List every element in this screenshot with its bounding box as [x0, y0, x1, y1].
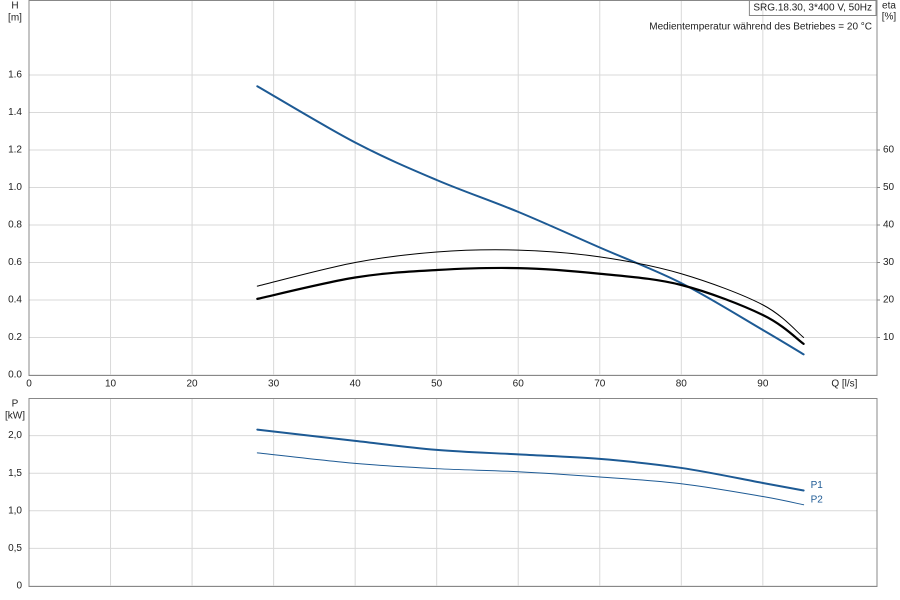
y2-axis-unit: [%] — [882, 12, 897, 23]
curve — [256, 452, 805, 506]
x-tick-label: 60 — [513, 379, 525, 390]
y2-axis-title: eta — [882, 1, 896, 12]
y2-tick-label: 40 — [883, 220, 895, 231]
y-axis-unit: [m] — [8, 13, 22, 24]
x-tick-label: 50 — [431, 379, 443, 390]
y-tick-label: 0.0 — [8, 370, 22, 381]
curve — [256, 428, 805, 492]
y-tick-label: 2,0 — [8, 430, 22, 441]
y-tick-label: 1.2 — [8, 145, 22, 156]
curve — [256, 249, 805, 338]
y-tick-label: 0.2 — [8, 332, 22, 343]
chart-title: SRG.18.30, 3*400 V, 50Hz — [753, 3, 872, 14]
plot-frame — [28, 398, 878, 587]
y-tick-label: 0.6 — [8, 257, 22, 268]
x-tick-label: 0 — [26, 379, 32, 390]
y-tick-label: 1,5 — [8, 468, 22, 479]
x-axis-title: Q [l/s] — [831, 379, 857, 390]
x-tick-label: 90 — [757, 379, 769, 390]
curve — [256, 85, 805, 356]
series-label: P2 — [811, 494, 824, 505]
y-tick-label: 0.4 — [8, 295, 22, 306]
x-tick-label: 40 — [350, 379, 362, 390]
title-box — [748, 0, 877, 16]
y-axis-title: H — [11, 1, 18, 12]
x-tick-label: 70 — [594, 379, 606, 390]
y2-tick-label: 10 — [883, 332, 895, 343]
y-tick-label: 1.6 — [8, 70, 22, 81]
y2-tick-label: 60 — [883, 145, 895, 156]
y-tick-label: 0.8 — [8, 220, 22, 231]
y2-tick-label: 20 — [883, 295, 895, 306]
x-tick-label: 80 — [676, 379, 688, 390]
x-tick-label: 30 — [268, 379, 280, 390]
y-tick-label: 0 — [16, 581, 22, 592]
y-tick-label: 1.0 — [8, 182, 22, 193]
y-axis-unit: [kW] — [5, 411, 25, 422]
y2-tick-label: 50 — [883, 182, 895, 193]
y-tick-label: 1.4 — [8, 107, 22, 118]
series-label: P1 — [811, 480, 824, 491]
y2-tick-label: 30 — [883, 257, 895, 268]
y-tick-label: 0,5 — [8, 543, 22, 554]
y-tick-label: 1,0 — [8, 505, 22, 516]
x-tick-label: 10 — [105, 379, 117, 390]
plot-frame — [28, 0, 878, 376]
curve — [256, 266, 805, 345]
chart-subtitle: Medientemperatur während des Betriebes =… — [649, 22, 872, 33]
x-tick-label: 20 — [187, 379, 199, 390]
y-axis-title: P — [12, 399, 19, 410]
